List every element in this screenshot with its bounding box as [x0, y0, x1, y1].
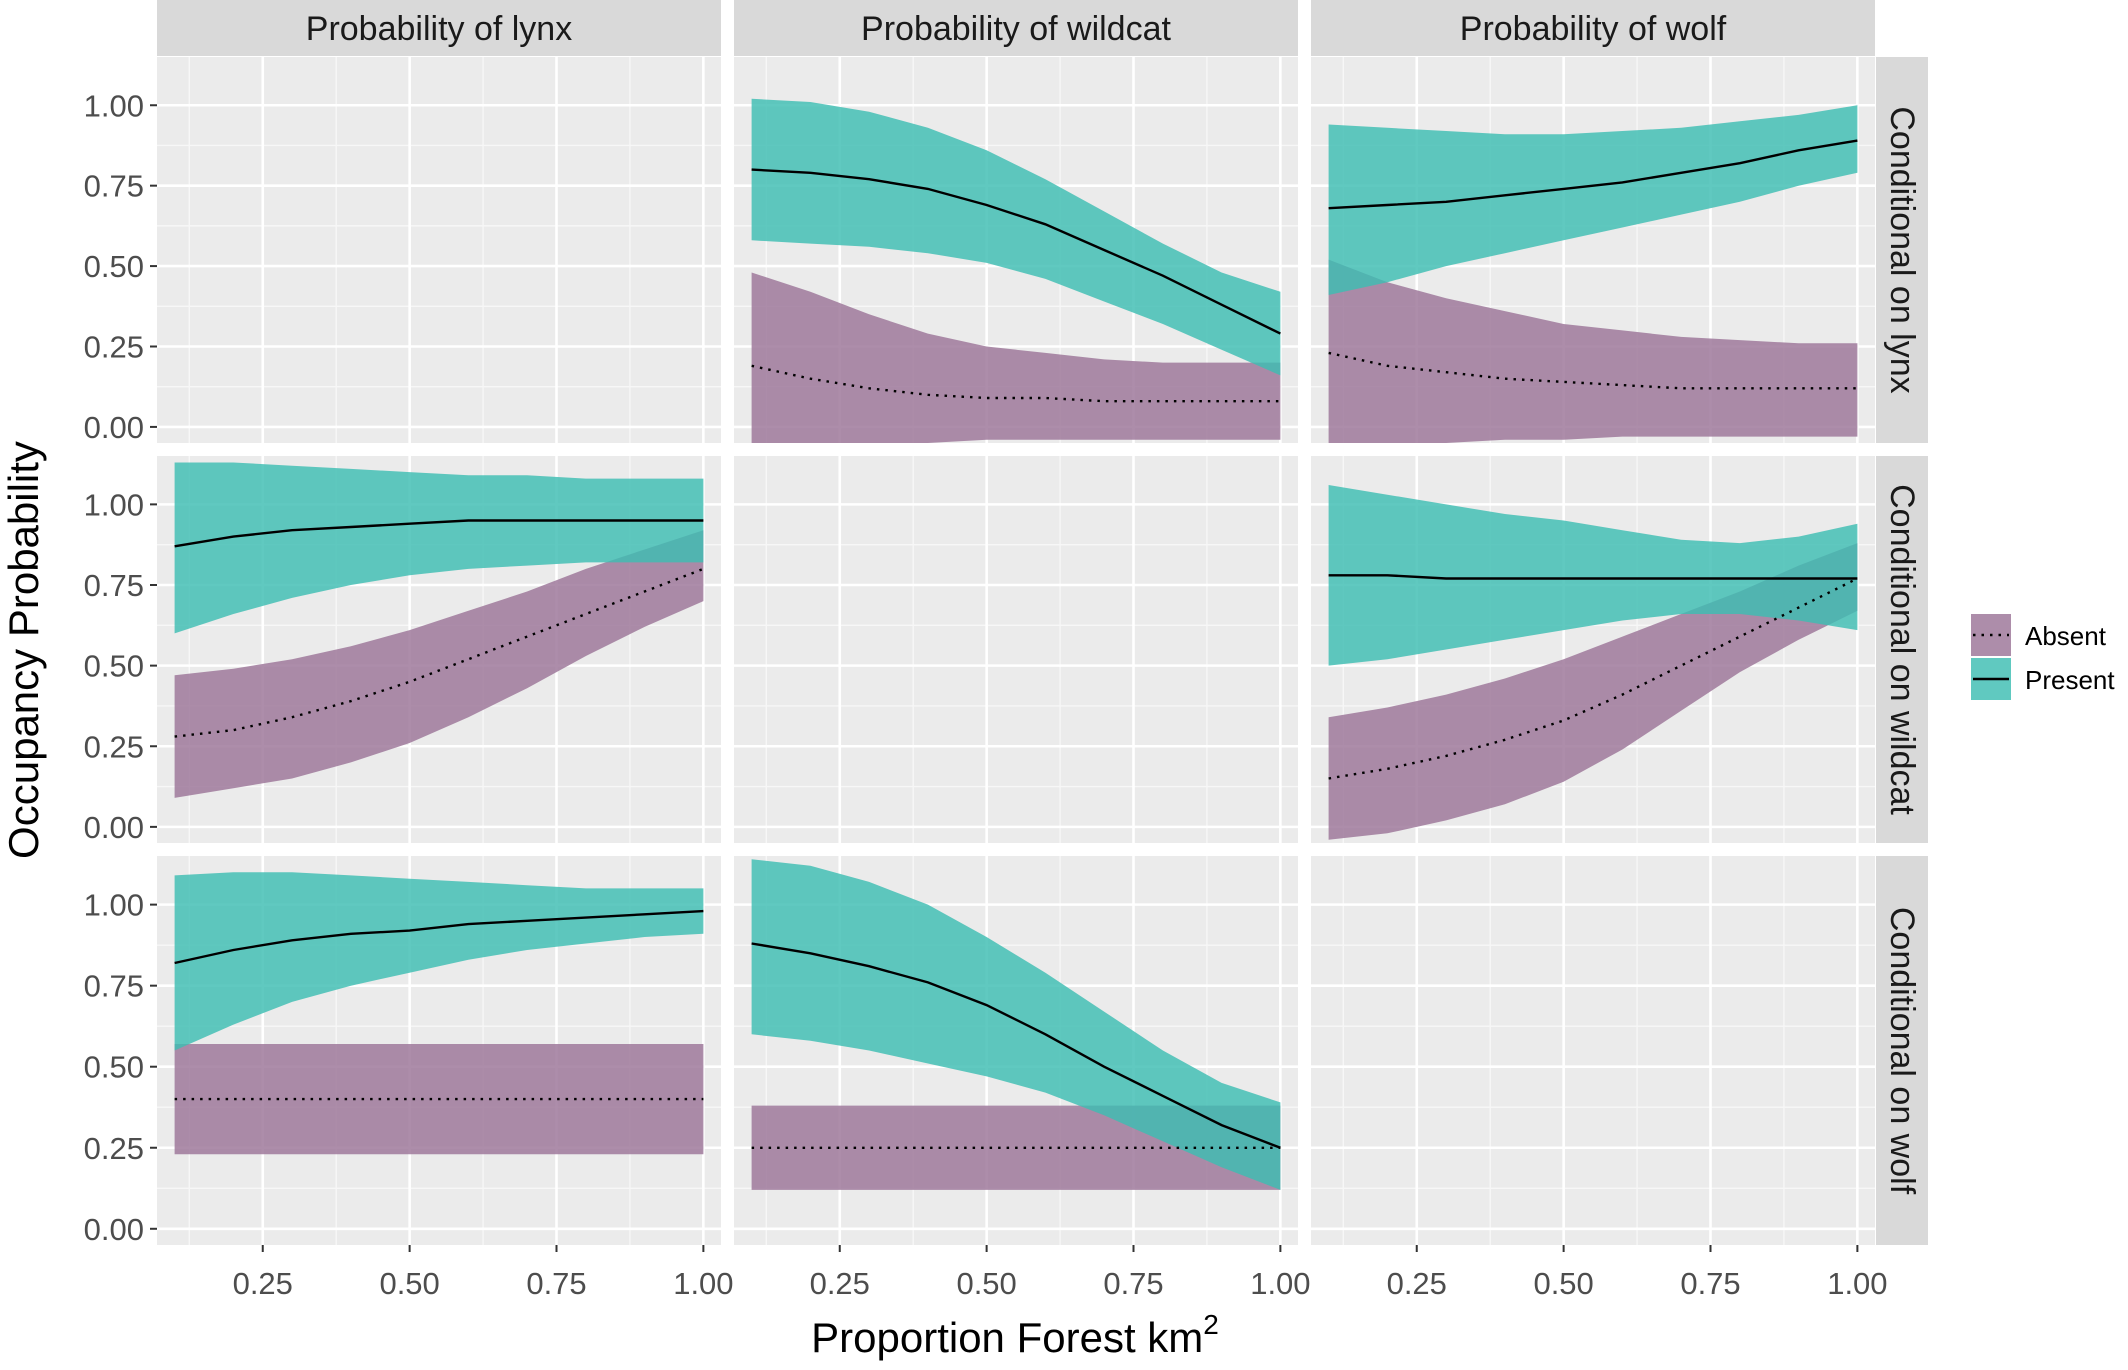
x-tick-label: 1.00 [1250, 1266, 1310, 1301]
x-tick-label: 0.25 [233, 1266, 293, 1301]
column-strip-label: Probability of lynx [306, 10, 572, 48]
panel-content [1328, 485, 1858, 840]
panel-r1-c0 [157, 456, 721, 843]
x-axis-title-main: Proportion Forest km [811, 1314, 1203, 1361]
strip-background [1876, 57, 1928, 443]
panel-content [751, 98, 1281, 443]
legend-label: Absent [2025, 621, 2107, 651]
axes-layer: 0.00 0.25 0.50 0.75 1.00 0.00 0.25 0.50 0.75 1.00… [84, 88, 1888, 1301]
absent-line [1328, 351, 1858, 390]
y-tick-label: 0.00 [84, 1212, 144, 1247]
panel-content [1328, 105, 1858, 443]
present-line [751, 168, 1281, 335]
x-tick-label: 0.25 [1387, 1266, 1447, 1301]
absent-ribbon [174, 530, 704, 798]
present-line [174, 909, 704, 965]
panel-background [157, 57, 721, 443]
panel-r2-c0 [157, 856, 721, 1245]
column-strip-2: Probability of wolf [1311, 0, 1875, 56]
row-strip-label: Conditional on wildcat [1883, 484, 1921, 815]
panel-r1-c1 [734, 456, 1298, 843]
panel-content [174, 872, 704, 1155]
x-tick-label: 0.50 [379, 1266, 439, 1301]
present-line [174, 519, 704, 548]
y-tick-label: 0.50 [84, 1050, 144, 1085]
x-tick-label: 1.00 [1827, 1266, 1887, 1301]
strip-background [1311, 0, 1875, 56]
strip-background [1876, 456, 1928, 843]
strip-background [157, 0, 721, 56]
panel-r0-c1 [734, 57, 1298, 443]
x-axis-title: Proportion Forest km2 [811, 1309, 1219, 1361]
y-tick-label: 0.00 [84, 810, 144, 845]
y-tick-label: 0.75 [84, 568, 144, 603]
x-axis-title-superscript: 2 [1203, 1309, 1219, 1340]
y-tick-label: 0.75 [84, 969, 144, 1004]
legend-item-present: Present [1971, 658, 2115, 700]
legend: Absent Present [1971, 614, 2115, 700]
legend-item-absent: Absent [1971, 614, 2107, 656]
y-tick-label: 0.25 [84, 729, 144, 764]
x-tick-label: 0.50 [1533, 1266, 1593, 1301]
present-line [1328, 574, 1858, 580]
x-tick-label: 0.50 [956, 1266, 1016, 1301]
x-tick-label: 0.75 [526, 1266, 586, 1301]
present-ribbon [174, 872, 704, 1051]
absent-line [174, 567, 704, 738]
row-strip-label: Conditional on wolf [1883, 907, 1921, 1195]
present-ribbon [1328, 105, 1858, 295]
column-strip-label: Probability of wolf [1460, 10, 1727, 48]
absent-ribbon [1328, 543, 1858, 840]
x-tick-label: 0.25 [810, 1266, 870, 1301]
panel-r0-c0 [157, 57, 721, 443]
present-line [751, 942, 1281, 1149]
panel-background [734, 456, 1298, 843]
strips-layer: Probability of lynx Probability of wildca… [157, 0, 1928, 1245]
strip-background [734, 0, 1298, 56]
x-tick-label: 0.75 [1103, 1266, 1163, 1301]
y-axis-title: Occupancy Probability [0, 441, 47, 859]
row-strip-1: Conditional on wildcat [1876, 456, 1928, 843]
present-ribbon [751, 98, 1281, 376]
panel-r2-c1 [734, 856, 1298, 1245]
present-ribbon [751, 859, 1281, 1190]
column-strip-0: Probability of lynx [157, 0, 721, 56]
panel-r1-c2 [1311, 456, 1875, 843]
column-strip-1: Probability of wildcat [734, 0, 1298, 56]
panel-background [1311, 856, 1875, 1245]
row-strip-2: Conditional on wolf [1876, 856, 1928, 1245]
y-tick-label: 0.75 [84, 169, 144, 204]
column-strip-label: Probability of wildcat [861, 10, 1171, 48]
panel-content [751, 859, 1281, 1190]
x-tick-label: 1.00 [673, 1266, 733, 1301]
legend-label: Present [2025, 665, 2115, 695]
present-line [1328, 139, 1858, 210]
panel-r2-c2 [1311, 856, 1875, 1245]
y-tick-label: 0.50 [84, 249, 144, 284]
y-tick-label: 1.00 [84, 88, 144, 123]
x-tick-label: 0.75 [1680, 1266, 1740, 1301]
y-tick-label: 0.50 [84, 649, 144, 684]
absent-line [751, 364, 1281, 403]
present-ribbon [1328, 485, 1858, 666]
y-tick-label: 0.25 [84, 330, 144, 365]
absent-ribbon [751, 272, 1281, 443]
absent-ribbon [1328, 259, 1858, 443]
y-tick-label: 1.00 [84, 487, 144, 522]
row-strip-0: Conditional on lynx [1876, 57, 1928, 443]
strip-background [1876, 856, 1928, 1245]
panel-r0-c2 [1311, 57, 1875, 443]
present-ribbon [174, 462, 704, 634]
y-tick-label: 0.25 [84, 1131, 144, 1166]
row-strip-label: Conditional on lynx [1883, 106, 1921, 393]
panel-content [174, 462, 704, 798]
y-tick-label: 0.00 [84, 410, 144, 445]
y-tick-label: 1.00 [84, 888, 144, 923]
panels-layer [157, 57, 1875, 1245]
